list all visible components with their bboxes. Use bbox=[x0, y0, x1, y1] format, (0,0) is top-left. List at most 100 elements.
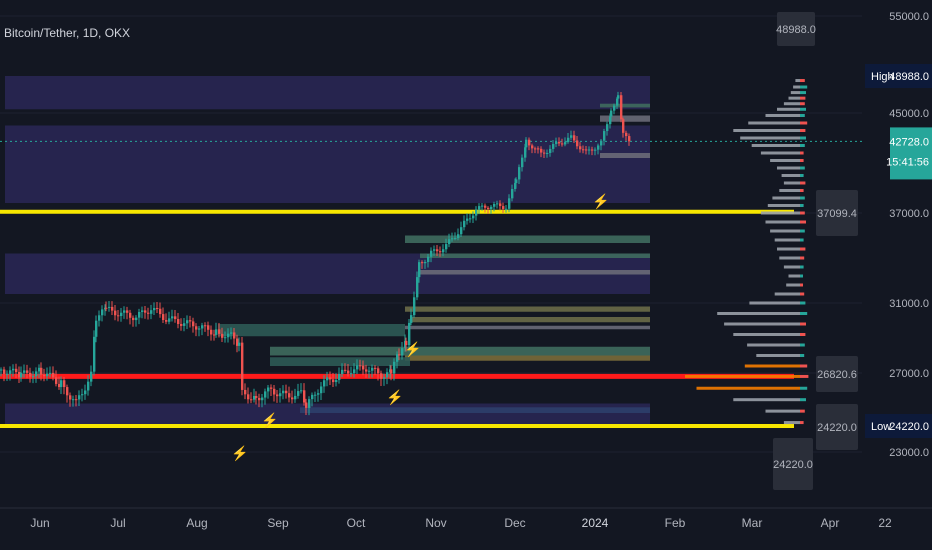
candle-body bbox=[198, 328, 201, 330]
volume-profile-delta bbox=[800, 96, 806, 100]
volume-profile-delta bbox=[800, 204, 804, 207]
candle-body bbox=[484, 205, 487, 208]
liquidity-box bbox=[300, 407, 650, 414]
volume-profile-bar bbox=[790, 91, 800, 95]
volume-profile-delta bbox=[800, 238, 804, 242]
candle-body bbox=[466, 218, 469, 221]
candle-body bbox=[421, 262, 424, 264]
volume-profile-bar bbox=[770, 159, 800, 162]
candle-body bbox=[60, 380, 63, 388]
candle-body bbox=[247, 394, 250, 400]
high-label-value: 48988.0 bbox=[889, 71, 929, 83]
candle-body bbox=[496, 203, 499, 205]
order-block-zone bbox=[5, 403, 650, 426]
candle-body bbox=[3, 369, 6, 374]
candle-body bbox=[26, 370, 29, 373]
volume-profile-delta bbox=[800, 421, 804, 425]
low-label-text: Low bbox=[871, 421, 891, 433]
candle-body bbox=[15, 368, 18, 373]
volume-profile-delta bbox=[800, 301, 806, 305]
x-tick-label: 2024 bbox=[582, 516, 609, 530]
candle-body bbox=[460, 227, 463, 235]
volume-profile-delta bbox=[800, 174, 804, 177]
volume-profile-delta bbox=[800, 398, 806, 402]
candle-body bbox=[622, 119, 625, 133]
candle-body bbox=[433, 249, 436, 251]
liquidity-box bbox=[218, 324, 405, 337]
candle-body bbox=[43, 374, 46, 377]
candle-body bbox=[255, 396, 258, 398]
candle-body bbox=[613, 105, 616, 111]
lightning-icon: ⚡ bbox=[386, 389, 403, 406]
candle-body bbox=[129, 312, 132, 318]
x-tick-label: Aug bbox=[186, 516, 207, 530]
volume-profile-delta bbox=[800, 229, 805, 233]
x-tick-label: 22 bbox=[878, 516, 892, 530]
candle-body bbox=[12, 368, 15, 371]
candle-body bbox=[439, 251, 442, 253]
candle-body bbox=[570, 135, 573, 138]
volume-profile-delta bbox=[800, 151, 804, 155]
order-block-zone bbox=[5, 76, 650, 110]
volume-profile-bar bbox=[772, 196, 800, 200]
candle-body bbox=[472, 215, 475, 219]
candle-body bbox=[344, 369, 347, 371]
candle-body bbox=[132, 317, 135, 321]
candle-body bbox=[401, 348, 404, 356]
candle-body bbox=[192, 321, 195, 327]
candle-body bbox=[555, 141, 558, 145]
candle-body bbox=[111, 306, 114, 311]
bar-countdown: 15:41:56 bbox=[886, 156, 929, 168]
candle-body bbox=[374, 367, 377, 369]
candle-body bbox=[186, 320, 189, 324]
candle-body bbox=[279, 393, 282, 397]
volume-profile-delta bbox=[800, 247, 806, 251]
candle-body bbox=[144, 310, 147, 313]
profile-poc-callout: 26820.6 bbox=[817, 369, 857, 381]
candle-body bbox=[204, 325, 207, 327]
profile-poc-callout-bg bbox=[816, 356, 858, 392]
liquidity-box bbox=[600, 153, 650, 158]
candle-body bbox=[291, 397, 294, 400]
volume-profile-bar bbox=[795, 79, 800, 83]
candle-body bbox=[393, 361, 396, 374]
candle-body bbox=[233, 332, 236, 339]
candle-body bbox=[101, 309, 104, 316]
y-tick-label: 55000.0 bbox=[889, 11, 929, 23]
candle-body bbox=[521, 157, 524, 168]
candle-body bbox=[9, 370, 12, 374]
candle-body bbox=[78, 395, 81, 400]
volume-profile-delta bbox=[800, 181, 806, 185]
profile-low-callout-bg bbox=[816, 404, 858, 450]
candle-body bbox=[413, 297, 416, 316]
candle-body bbox=[294, 395, 297, 400]
high-label-text: High bbox=[871, 71, 894, 83]
chart-title: Bitcoin/Tether, 1D, OKX bbox=[4, 26, 131, 40]
x-tick-label: Apr bbox=[821, 516, 840, 530]
candle-body bbox=[141, 310, 144, 312]
x-tick-label: Jul bbox=[110, 516, 125, 530]
candle-body bbox=[600, 140, 603, 146]
volume-profile-delta bbox=[800, 196, 805, 200]
candle-body bbox=[481, 205, 484, 207]
candle-body bbox=[359, 365, 362, 367]
candle-body bbox=[528, 139, 531, 146]
order-block-zone bbox=[5, 125, 650, 203]
volume-profile-bar bbox=[748, 121, 800, 125]
candle-body bbox=[317, 393, 320, 395]
candle-body bbox=[537, 148, 540, 150]
volume-profile-bar bbox=[774, 238, 800, 242]
volume-profile-delta bbox=[800, 159, 804, 162]
volume-profile-bar bbox=[777, 166, 800, 170]
candle-body bbox=[108, 306, 111, 308]
candle-body bbox=[195, 326, 198, 330]
x-tick-label: Feb bbox=[665, 516, 686, 530]
candle-body bbox=[323, 380, 326, 387]
candle-body bbox=[610, 110, 613, 117]
candle-body bbox=[567, 137, 570, 143]
candle-body bbox=[303, 390, 306, 403]
x-tick-label: Nov bbox=[425, 516, 446, 530]
candle-body bbox=[305, 402, 308, 408]
candle-body bbox=[552, 144, 555, 149]
profile-level-callout: 37099.4 bbox=[817, 208, 857, 220]
